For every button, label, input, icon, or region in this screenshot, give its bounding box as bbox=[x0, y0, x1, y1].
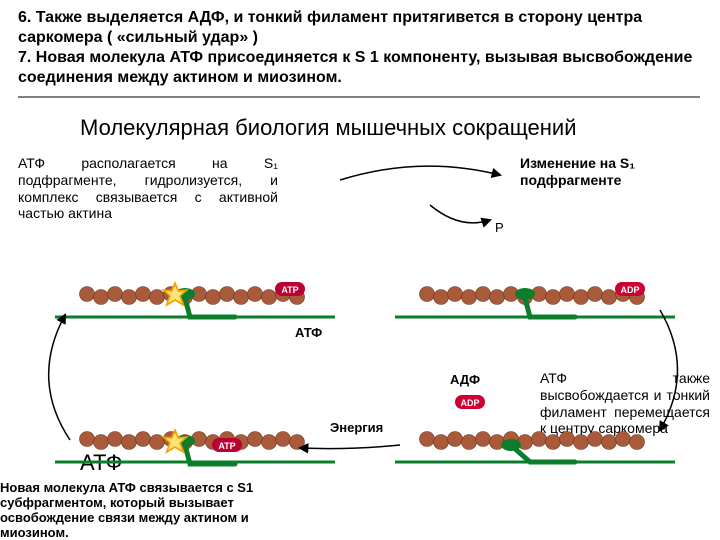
svg-text:ATP: ATP bbox=[281, 285, 298, 295]
diagram-svg: ATP ADP ADP ATP bbox=[0, 0, 720, 540]
svg-text:ATP: ATP bbox=[218, 441, 235, 451]
svg-text:ADP: ADP bbox=[620, 285, 639, 295]
svg-text:ADP: ADP bbox=[460, 398, 479, 408]
